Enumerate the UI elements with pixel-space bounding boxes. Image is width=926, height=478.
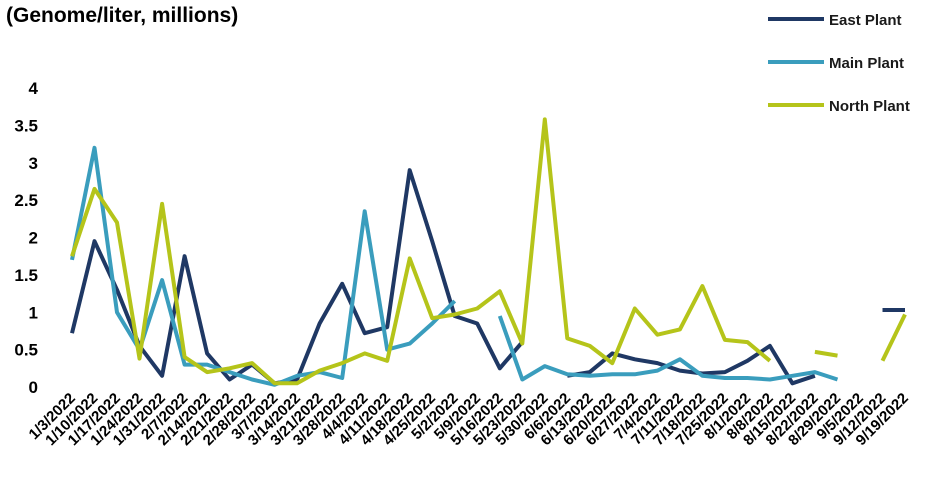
legend-label: North Plant [829, 98, 910, 115]
legend-label: East Plant [829, 12, 902, 29]
y-tick-label: 2.5 [14, 191, 38, 210]
y-tick-label: 0 [29, 378, 38, 397]
y-tick-label: 3 [29, 154, 38, 173]
series-line-north-plant [70, 117, 907, 386]
x-axis: 1/3/20221/10/20221/17/20221/24/20221/31/… [26, 390, 912, 449]
legend: East Plant Main Plant North Plant [768, 12, 910, 115]
chart-title: (Genome/liter, millions) [6, 4, 239, 27]
y-axis: 0 0.5 1 1.5 2 2.5 3 3.5 4 [14, 79, 38, 397]
y-tick-label: 0.5 [14, 341, 38, 360]
legend-label: Main Plant [829, 55, 904, 72]
y-tick-label: 3.5 [14, 116, 38, 135]
series-line-east-plant [70, 168, 905, 386]
y-tick-label: 4 [29, 79, 39, 98]
y-tick-label: 1 [29, 303, 38, 322]
series-lines [70, 117, 907, 386]
y-tick-label: 2 [29, 229, 38, 248]
y-tick-label: 1.5 [14, 266, 38, 285]
